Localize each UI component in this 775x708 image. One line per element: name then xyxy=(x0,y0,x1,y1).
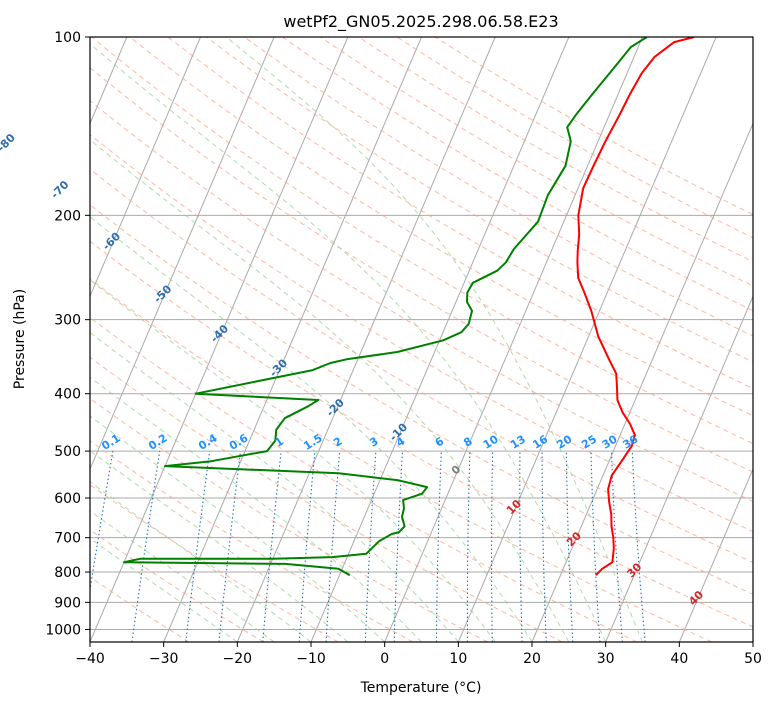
x-tick-label: −30 xyxy=(149,651,179,667)
dry-adiabat xyxy=(396,37,753,239)
moist-adiabat xyxy=(90,510,275,642)
y-tick-label: 1000 xyxy=(45,622,81,638)
dry-adiabat xyxy=(129,37,753,417)
moist-adiabat xyxy=(90,376,422,642)
moist-adiabat xyxy=(90,415,386,642)
dry-adiabat xyxy=(434,37,753,216)
isotherm xyxy=(678,467,753,642)
dry-adiabat xyxy=(90,240,753,628)
dry-adiabat xyxy=(167,37,753,390)
y-tick-label: 200 xyxy=(54,208,81,224)
isotherm xyxy=(236,37,496,642)
isotherm xyxy=(752,640,753,642)
isotherm xyxy=(457,37,717,642)
dry-adiabat xyxy=(90,133,753,533)
y-tick-label: 600 xyxy=(54,491,81,507)
moist-adiabat xyxy=(90,43,607,642)
dry-adiabat xyxy=(90,67,753,473)
isotherm xyxy=(90,37,275,471)
dry-adiabat xyxy=(90,168,753,564)
profile-series xyxy=(123,37,695,577)
dry-adiabat xyxy=(282,37,753,312)
x-axis-ticks: −40 −30 −20 −10 0 10 20 30 40 50 xyxy=(75,642,762,667)
y-tick-label: 100 xyxy=(54,30,81,46)
isotherm xyxy=(531,122,753,642)
moist-adiabat xyxy=(90,139,570,642)
moist-adiabat xyxy=(90,537,238,642)
x-tick-label: 0 xyxy=(380,651,389,667)
x-tick-label: −10 xyxy=(296,651,326,667)
moist-adiabat xyxy=(90,216,533,642)
x-axis-title: Temperature (°C) xyxy=(360,680,482,696)
dewpoint-line xyxy=(123,37,648,577)
moist-adiabat xyxy=(90,481,312,642)
isotherm xyxy=(384,37,643,642)
plot-area xyxy=(90,37,753,642)
moist-adiabat xyxy=(90,449,349,642)
x-tick-label: −40 xyxy=(75,651,105,667)
dry-adiabat xyxy=(90,440,414,642)
y-tick-label: 800 xyxy=(54,565,81,581)
dry-adiabat xyxy=(90,278,712,642)
y-axis-ticks: 1000 900 800 700 600 500 400 300 200 100 xyxy=(45,30,90,638)
dry-adiabat xyxy=(205,37,753,363)
moist-adiabat xyxy=(90,331,459,642)
mixing-ratio-line xyxy=(185,451,211,642)
mixing-ratio-line xyxy=(218,451,242,642)
dry-adiabat-label: -80 xyxy=(0,131,18,154)
y-tick-label: 400 xyxy=(54,387,81,403)
x-tick-label: 30 xyxy=(597,651,615,667)
moist-adiabat xyxy=(225,37,643,642)
x-tick-label: 10 xyxy=(449,651,467,667)
y-tick-label: 900 xyxy=(54,595,81,611)
isotherm xyxy=(605,295,753,642)
dry-adiabat-label: -70 xyxy=(48,178,71,201)
isotherm xyxy=(163,37,422,642)
mixing-ratio-lines xyxy=(90,451,646,642)
moist-adiabat xyxy=(90,279,496,642)
dry-adiabat xyxy=(91,37,753,445)
chart-title: wetPf2_GN05.2025.298.06.58.E23 xyxy=(283,12,558,32)
y-tick-label: 700 xyxy=(54,531,81,547)
y-tick-label: 300 xyxy=(54,313,81,329)
x-tick-label: 40 xyxy=(670,651,688,667)
isotherm xyxy=(90,37,201,298)
moist-adiabats xyxy=(90,37,643,642)
pressure-gridlines xyxy=(90,37,753,630)
mixing-ratio-line xyxy=(90,451,114,594)
x-tick-label: −20 xyxy=(223,651,253,667)
dry-adiabat xyxy=(320,37,753,287)
temperature-line xyxy=(576,37,695,576)
x-tick-label: 50 xyxy=(744,651,762,667)
x-tick-label: 20 xyxy=(523,651,541,667)
dry-adiabat xyxy=(90,100,753,503)
plot-frame xyxy=(89,36,754,643)
y-axis-title: Pressure (hPa) xyxy=(12,289,28,389)
y-tick-label: 500 xyxy=(54,444,81,460)
mixing-ratio-line xyxy=(131,451,161,642)
